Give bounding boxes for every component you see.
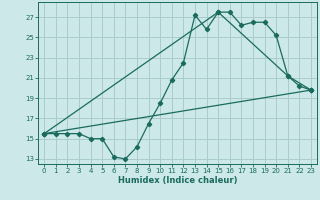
X-axis label: Humidex (Indice chaleur): Humidex (Indice chaleur) (118, 176, 237, 185)
